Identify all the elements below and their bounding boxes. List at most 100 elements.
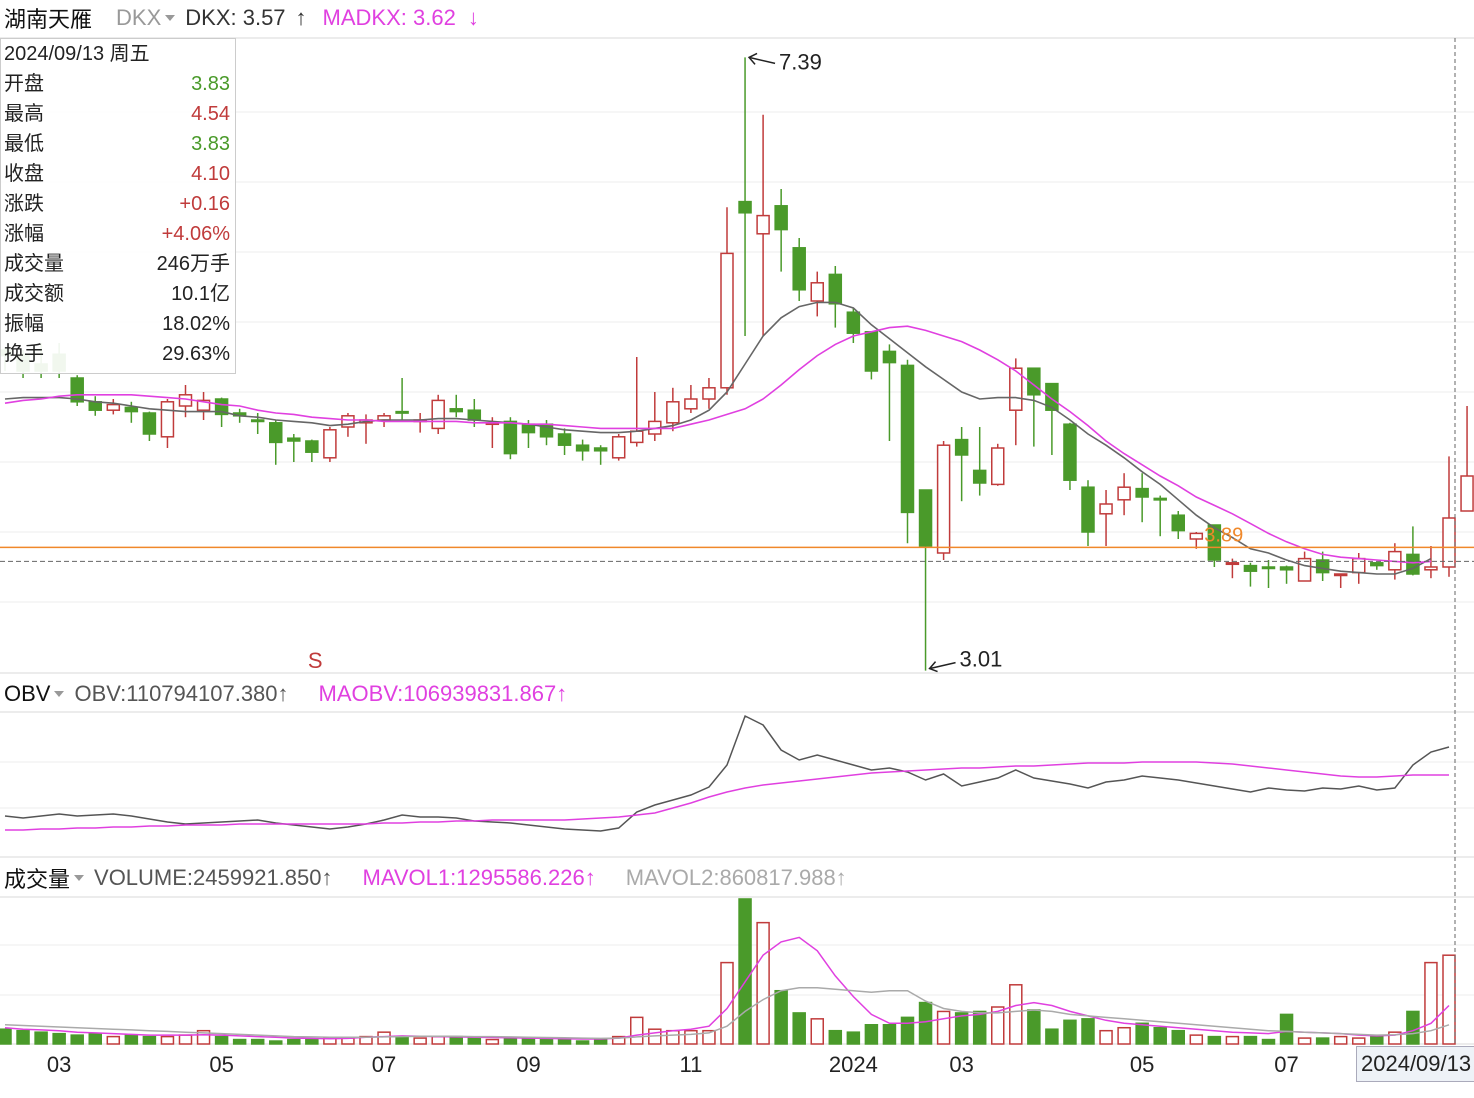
candle-body [395, 410, 409, 414]
max-price-label: 7.39 [779, 49, 822, 74]
max-arrow-head [747, 52, 758, 65]
candle [1171, 511, 1185, 539]
candle [1442, 456, 1456, 577]
candle-body [756, 214, 770, 235]
info-value: 3.83 [191, 73, 230, 95]
chevron-down-icon[interactable] [54, 691, 65, 697]
candle-body [1243, 564, 1258, 572]
candle-body [774, 205, 788, 231]
madkx-line [4, 325, 1432, 564]
info-label: 涨跌 [4, 193, 44, 215]
main-indicator-header: 湖南天雁 DKX DKX: 3.57 ↑ MADKX: 3.62 ↓ [0, 0, 489, 36]
info-row: 成交额 10.1亿 [1, 279, 235, 309]
dkx-line [4, 301, 1432, 575]
candle [1315, 551, 1330, 581]
candle-body [503, 420, 518, 455]
volume-bar [106, 1035, 121, 1045]
candle [593, 445, 608, 465]
candle [160, 399, 175, 448]
candle [1333, 573, 1348, 588]
volume-header: 成交量 VOLUME:2459921.850↑ MAVOL1:1295586.2… [0, 860, 857, 896]
candle-body [1297, 557, 1312, 582]
volume-value: VOLUME:2459921.850↑ [94, 865, 333, 890]
obv-selector[interactable]: OBV [4, 681, 51, 706]
candle [1153, 495, 1167, 537]
candle-body [1009, 367, 1023, 411]
volume-bar [1189, 1034, 1204, 1045]
info-label: 开盘 [4, 73, 44, 95]
info-row: 成交量 246万手 [1, 249, 235, 279]
info-value: +0.16 [179, 193, 230, 215]
info-value: 4.54 [191, 103, 230, 125]
volume-bar [1009, 984, 1023, 1045]
candle-body [142, 412, 157, 435]
candle [1135, 473, 1149, 523]
candle-body [1153, 497, 1167, 501]
crosshair-date-label: 2024/09/13 [1356, 1046, 1474, 1082]
volume-bar [287, 1038, 301, 1045]
candle-body [323, 429, 337, 459]
chevron-down-icon[interactable] [74, 875, 85, 881]
volume-bar [1333, 1035, 1348, 1045]
candle [1063, 422, 1077, 490]
candle [1460, 406, 1474, 512]
volume-bar [1153, 1026, 1167, 1045]
candle-body [250, 419, 265, 423]
candle-body [88, 401, 102, 411]
candle [88, 396, 102, 416]
candle [106, 399, 121, 415]
candle [449, 394, 463, 418]
candle [1243, 562, 1258, 587]
candle-body [1370, 562, 1384, 567]
candle [936, 441, 951, 560]
volume-bar [196, 1029, 211, 1045]
volume-bar [702, 1029, 716, 1045]
volume-bar [521, 1037, 536, 1045]
candle [1207, 524, 1222, 567]
info-label: 收盘 [4, 163, 44, 185]
volume-bar [1027, 1009, 1041, 1045]
volume-bar [16, 1029, 30, 1045]
info-row: 最低 3.83 [1, 129, 235, 159]
max-arrow [748, 56, 776, 65]
volume-bar [918, 1001, 933, 1045]
volume-bar [936, 1010, 951, 1045]
mavol1-value: MAVOL1:1295586.226↑ [362, 865, 596, 890]
candle [359, 414, 373, 444]
info-row: 最高 4.54 [1, 99, 235, 129]
candle-body [287, 437, 301, 442]
candle [900, 359, 915, 544]
info-value: +4.06% [161, 223, 230, 245]
dkx-value: DKX: 3.57 [185, 5, 286, 30]
candle-body [269, 422, 283, 444]
volume-bar [269, 1040, 283, 1045]
current-price-label: 3.89 [1204, 524, 1243, 546]
x-tick-label: 07 [1274, 1052, 1298, 1077]
volume-selector[interactable]: 成交量 [4, 867, 71, 892]
stock-name: 湖南天雁 [4, 7, 93, 32]
info-row: 换手 29.63% [1, 339, 235, 369]
candle [503, 417, 518, 460]
candle-body [305, 440, 319, 453]
candle-body [1261, 566, 1276, 570]
candle [756, 114, 770, 336]
volume-bar [1045, 1028, 1059, 1045]
candle-body [1352, 557, 1366, 574]
candle-body [1460, 475, 1474, 512]
candle [1189, 532, 1204, 549]
candle-body [666, 401, 680, 424]
volume-bar [52, 1032, 66, 1045]
obv-header: OBV OBV:110794107.380↑ MAOBV:106939831.8… [0, 676, 577, 712]
candle [575, 439, 590, 461]
candle [1117, 473, 1131, 516]
volume-bar [954, 1012, 969, 1045]
mavol2-value: MAVOL2:860817.988↑ [625, 865, 847, 890]
candle [1370, 562, 1384, 570]
candle [431, 394, 445, 434]
candle-body [792, 247, 806, 291]
volume-bar [846, 1031, 861, 1045]
volume-bar [1099, 1029, 1113, 1045]
chevron-down-icon[interactable] [165, 15, 176, 21]
indicator-selector[interactable]: DKX [116, 5, 162, 30]
